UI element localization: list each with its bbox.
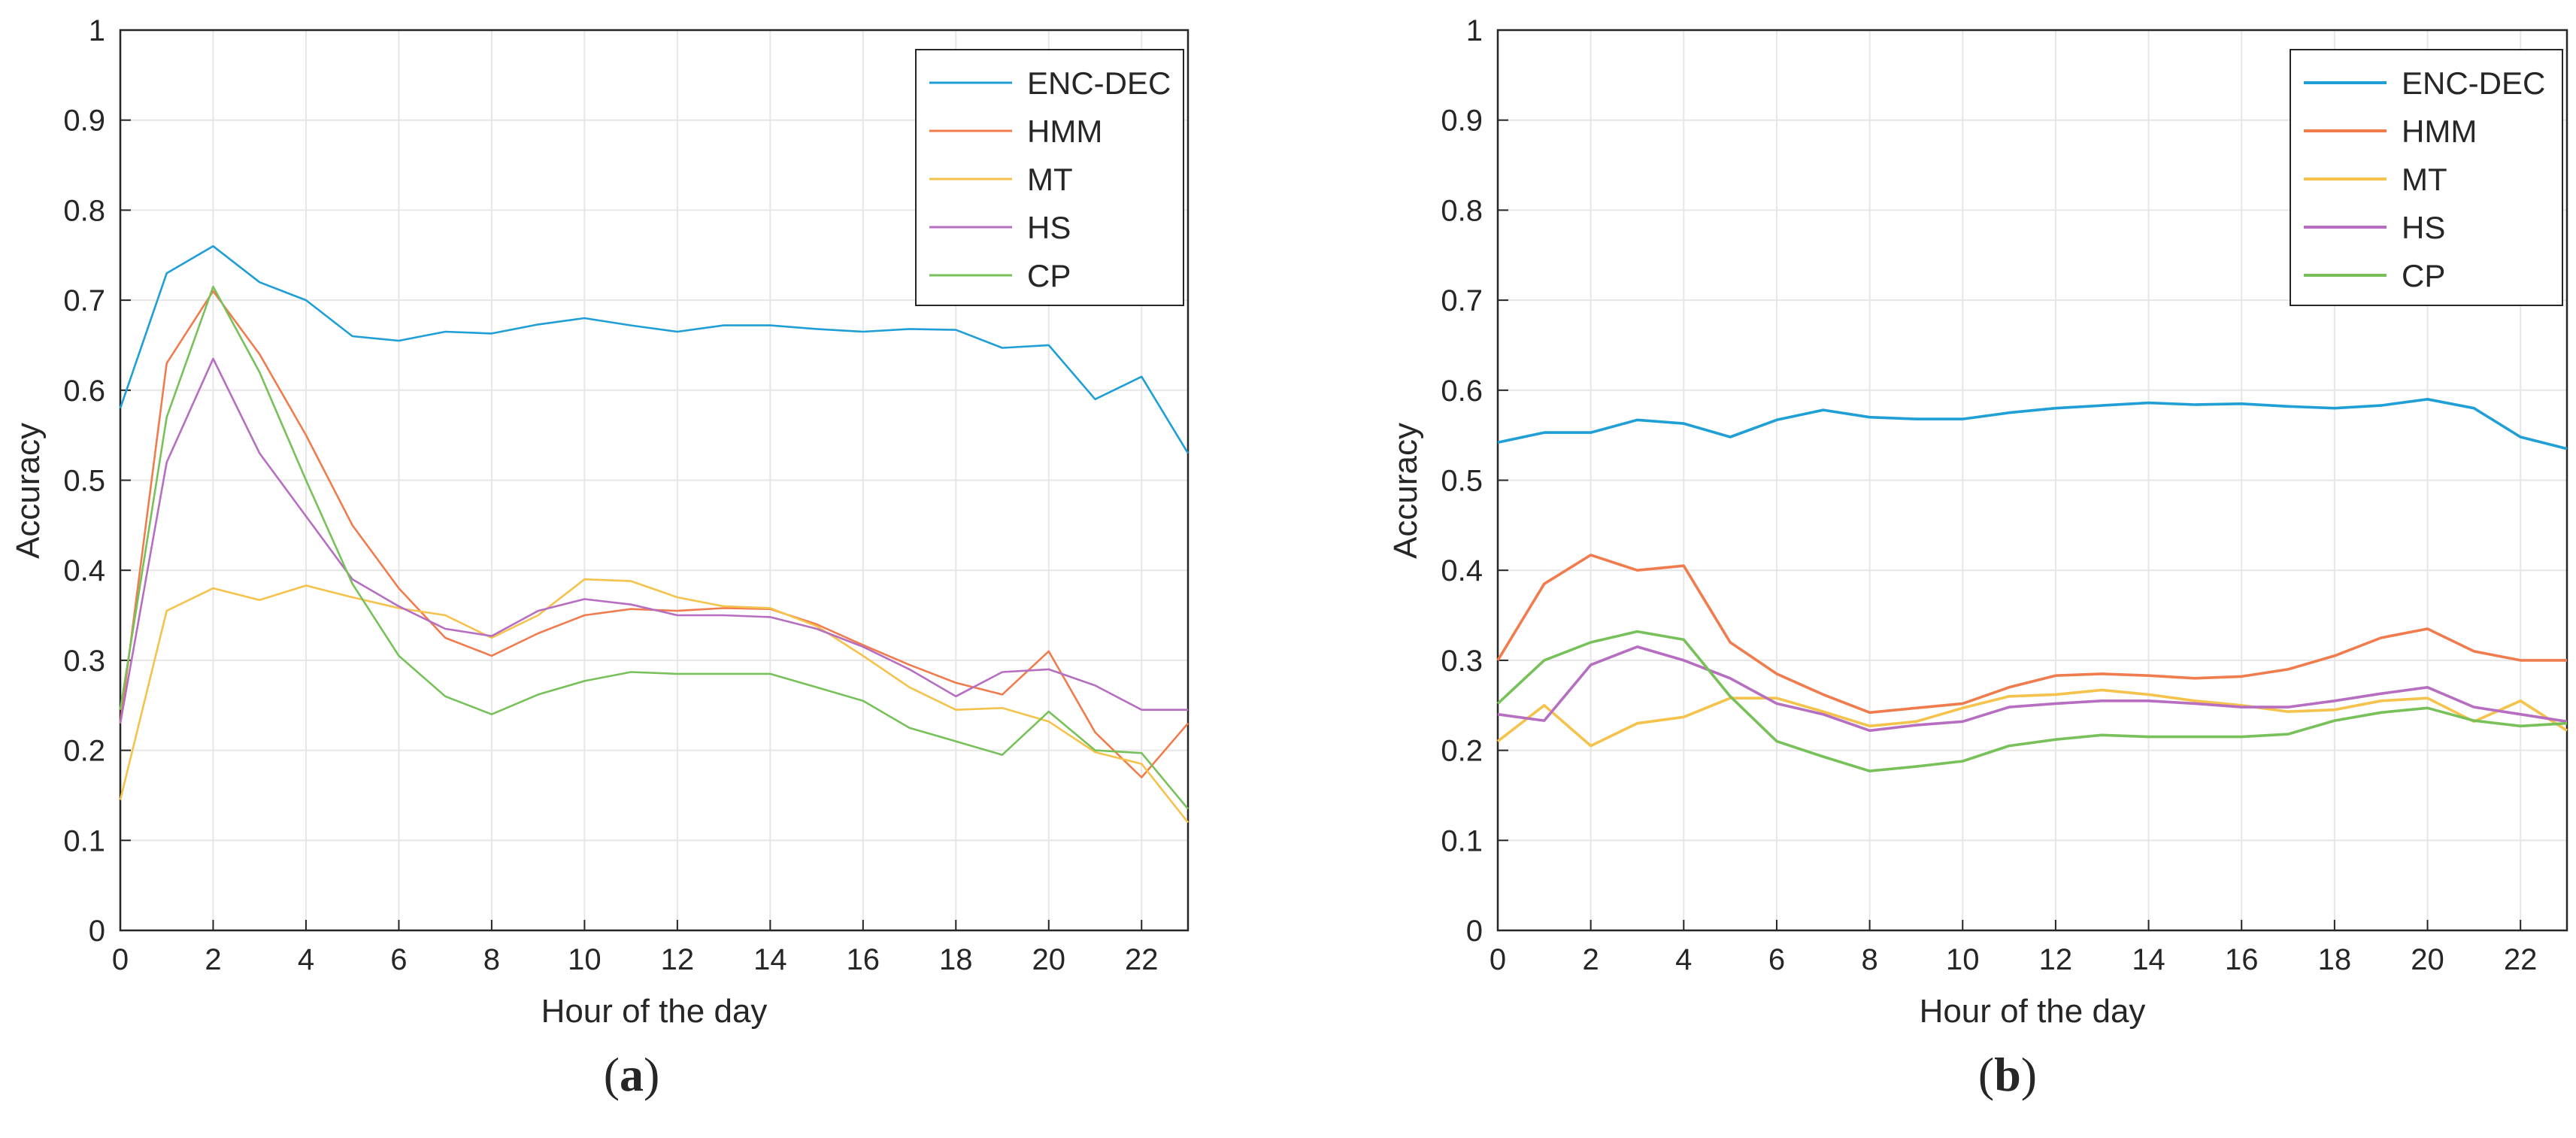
chart2-x-tick-label: 12 — [2039, 943, 2073, 976]
chart1-series-line-cp — [119, 285, 1189, 810]
chart2-y-tick-label: 0.5 — [1441, 465, 1483, 498]
chart2-y-axis-label: Accuracy — [1387, 423, 1424, 559]
chart2-x-tick-label: 2 — [1583, 943, 1599, 976]
chart1-legend-label: HMM — [1027, 114, 1102, 149]
chart1-panel-label: (a) — [604, 1048, 660, 1101]
chart2-y-tick-label: 0.7 — [1441, 284, 1483, 317]
chart1-y-axis-label: Accuracy — [10, 423, 47, 559]
chart1-x-tick-label: 20 — [1032, 943, 1066, 976]
chart1-y-tick-label: 0 — [89, 915, 105, 948]
chart2-y-tick-label: 0.2 — [1441, 735, 1483, 768]
chart1-legend-box — [915, 49, 1184, 306]
chart2-series-line-hs — [1497, 645, 2568, 733]
chart2-x-tick-label: 8 — [1861, 943, 1877, 976]
chart1-y-tick-label: 0.1 — [63, 824, 105, 857]
chart2-x-axis-label: Hour of the day — [1920, 993, 2146, 1030]
chart1-x-tick-label: 12 — [661, 943, 695, 976]
chart1-y-tick-label: 0.7 — [63, 284, 105, 317]
chart2-legend-label: HMM — [2402, 114, 2477, 149]
chart1-x-tick-label: 10 — [568, 943, 602, 976]
chart1-series-line-hs — [119, 357, 1188, 724]
chart1-x-tick-label: 4 — [298, 943, 314, 976]
chart2-series-line-mt — [1496, 688, 2568, 748]
chart2-series-line-hmm — [1496, 554, 2567, 715]
chart2-y-tick-label: 0.4 — [1441, 554, 1483, 587]
chart1-legend-label: CP — [1027, 258, 1071, 293]
chart1-x-tick-label: 14 — [753, 943, 787, 976]
chart1-y-tick-label: 0.6 — [63, 375, 105, 408]
chart2-panel-label: (b) — [1978, 1048, 2037, 1101]
chart1-legend-label: ENC-DEC — [1027, 65, 1171, 101]
chart2-y-tick-label: 0.3 — [1441, 645, 1483, 678]
chart1-series-line-enc-dec — [119, 244, 1190, 454]
chart2-y-tick-label: 0.9 — [1441, 105, 1483, 138]
chart1-y-tick-label: 0.9 — [63, 105, 105, 138]
chart2-x-tick-label: 14 — [2132, 943, 2165, 976]
chart1-x-axis-label: Hour of the day — [541, 993, 768, 1030]
chart1-y-tick-label: 1 — [89, 14, 105, 47]
chart2-y-tick-label: 1 — [1466, 14, 1483, 47]
chart1-y-tick-label: 0.4 — [63, 554, 105, 587]
chart1-series-line-hmm — [119, 290, 1189, 778]
chart2-x-tick-label: 4 — [1675, 943, 1692, 976]
chart2-legend-label: CP — [2402, 258, 2445, 293]
chart2-y-tick-label: 0 — [1466, 915, 1483, 948]
chart1-x-tick-label: 2 — [205, 943, 221, 976]
chart1-y-tick-label: 0.2 — [63, 735, 105, 768]
chart2-x-tick-label: 0 — [1490, 943, 1506, 976]
chart2-x-tick-label: 22 — [2504, 943, 2538, 976]
chart1-x-tick-label: 22 — [1125, 943, 1159, 976]
chart2-legend-label: HS — [2402, 210, 2445, 245]
chart1-y-tick-label: 0.3 — [63, 645, 105, 678]
chart2-y-tick-label: 0.6 — [1441, 375, 1483, 408]
chart1-legend-label: MT — [1027, 162, 1073, 197]
chart2-legend-label: MT — [2402, 162, 2447, 197]
chart2-legend-label: ENC-DEC — [2402, 65, 2545, 101]
chart2-x-tick-label: 6 — [1768, 943, 1785, 976]
chart2-y-tick-label: 0.8 — [1441, 194, 1483, 227]
chart2-x-tick-label: 10 — [1946, 943, 1980, 976]
chart2-y-tick-label: 0.1 — [1441, 824, 1483, 857]
chart1-x-tick-label: 0 — [112, 943, 129, 976]
chart1-y-tick-label: 0.5 — [63, 465, 105, 498]
chart1-x-tick-label: 6 — [390, 943, 407, 976]
chart1-x-tick-label: 8 — [483, 943, 500, 976]
chart1-legend-label: HS — [1027, 210, 1071, 245]
chart2-x-tick-label: 16 — [2225, 943, 2259, 976]
chart1-y-tick-label: 0.8 — [63, 194, 105, 227]
chart2-series-line-cp — [1496, 630, 2568, 772]
chart2-series-line-enc-dec — [1497, 397, 2568, 451]
chart1-x-tick-label: 18 — [939, 943, 973, 976]
chart1-x-tick-label: 16 — [847, 943, 880, 976]
chart2-x-tick-label: 18 — [2318, 943, 2352, 976]
chart2-x-tick-label: 20 — [2411, 943, 2444, 976]
chart1-series-line-mt — [119, 578, 1190, 824]
